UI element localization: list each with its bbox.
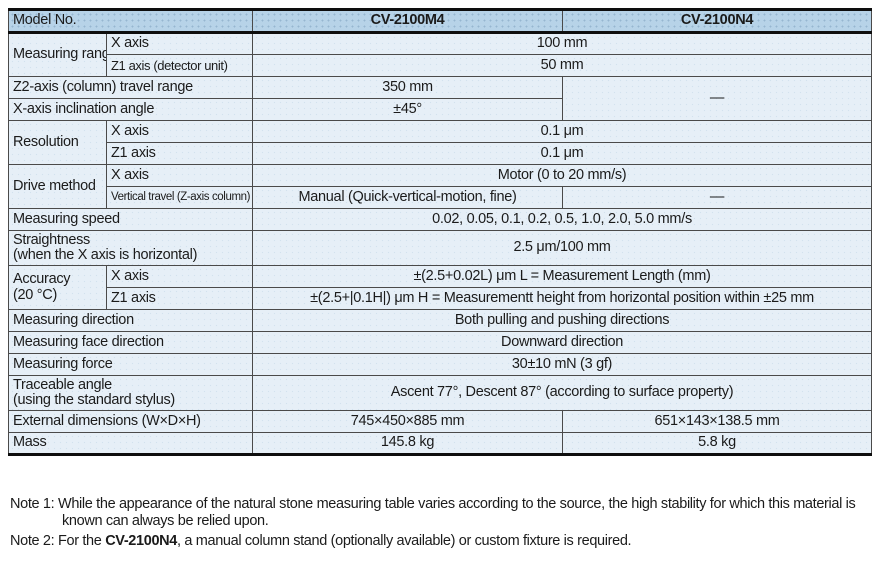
row-accuracy-z1: Z1 axis ±(2.5+|0.1H|) μm H = Measurement… bbox=[9, 287, 873, 310]
row-drive-method-x: Drive method X axis Motor (0 to 20 mm/s) bbox=[8, 164, 873, 209]
traceable-angle-label-line1: Traceable angle bbox=[13, 376, 112, 393]
spec-table: Model No. CV-2100M4 CV-2100N4 Measuring … bbox=[7, 8, 873, 456]
straightness-value: 2.5 μm/100 mm bbox=[252, 230, 873, 266]
resolution-x-sublabel: X axis bbox=[105, 120, 254, 143]
drive-method-vertical-m4-value: Manual (Quick-vertical-motion, fine) bbox=[252, 186, 564, 209]
row-external-dimensions: External dimensions (W×D×H) 745×450×885 … bbox=[7, 410, 873, 433]
accuracy-x-value: ±(2.5+0.02L) μm L = Measurement Length (… bbox=[252, 265, 873, 288]
accuracy-label: Accuracy (20 °C) bbox=[8, 265, 107, 310]
straightness-label-line2: (when the X axis is horizontal) bbox=[13, 247, 198, 263]
row-z2-travel: Z2-axis (column) travel range 350 mm — bbox=[7, 76, 873, 121]
external-dimensions-m4-value: 745×450×885 mm bbox=[252, 410, 564, 433]
row-measuring-range-z1: Z1 axis (detector unit) 50 mm bbox=[9, 54, 873, 77]
drive-method-x-value: Motor (0 to 20 mm/s) bbox=[252, 164, 873, 187]
note-2-text-pre: For the bbox=[58, 533, 102, 550]
row-measuring-direction: Measuring direction Both pulling and pus… bbox=[7, 309, 873, 332]
row-measuring-face-direction: Measuring face direction Downward direct… bbox=[7, 331, 873, 354]
x-inclination-m4-value: ±45° bbox=[252, 98, 564, 121]
accuracy-z1-value: ±(2.5+|0.1H|) μm H = Measurementt height… bbox=[252, 287, 873, 310]
row-mass: Mass 145.8 kg 5.8 kg bbox=[7, 432, 873, 455]
measuring-face-direction-value: Downward direction bbox=[252, 331, 873, 354]
traceable-angle-label-line2: (using the standard stylus) bbox=[13, 392, 175, 408]
z2-travel-n4-value: — bbox=[562, 76, 873, 121]
note-2-text-post: , a manual column stand (optionally avai… bbox=[177, 533, 632, 550]
straightness-label-line1: Straightness bbox=[13, 231, 90, 248]
note-2-model-name: CV-2100N4 bbox=[105, 533, 178, 550]
measuring-speed-value: 0.02, 0.05, 0.1, 0.2, 0.5, 1.0, 2.0, 5.0… bbox=[252, 208, 873, 231]
accuracy-label-line2: (20 °C) bbox=[13, 286, 57, 303]
row-drive-method-vertical: Vertical travel (Z-axis column) Manual (… bbox=[9, 186, 873, 209]
note-2: Note 2: For the CV-2100N4, a manual colu… bbox=[10, 533, 882, 550]
traceable-angle-value: Ascent 77°, Descent 87° (according to su… bbox=[252, 375, 873, 411]
row-straightness: Straightness (when the X axis is horizon… bbox=[7, 230, 873, 266]
note-2-prefix: Note 2: bbox=[10, 533, 55, 550]
resolution-z1-value: 0.1 μm bbox=[252, 142, 873, 165]
z2-travel-label: Z2-axis (column) travel range bbox=[7, 76, 254, 99]
measuring-direction-label: Measuring direction bbox=[7, 309, 254, 332]
measuring-range-z1-sublabel: Z1 axis (detector unit) bbox=[105, 54, 254, 77]
row-accuracy-x: Accuracy (20 °C) X axis ±(2.5+0.02L) μm … bbox=[8, 265, 873, 310]
model-no-header: Model No. bbox=[7, 9, 254, 34]
accuracy-x-sublabel: X axis bbox=[105, 265, 254, 288]
mass-n4-value: 5.8 kg bbox=[562, 432, 873, 455]
measuring-range-label: Measuring range bbox=[8, 32, 107, 77]
row-traceable-angle: Traceable angle (using the standard styl… bbox=[7, 375, 873, 411]
model-n4-header: CV-2100N4 bbox=[562, 9, 873, 34]
measuring-face-direction-label: Measuring face direction bbox=[7, 331, 254, 354]
note-1-text: While the appearance of the natural ston… bbox=[58, 496, 856, 530]
measuring-force-value: 30±10 mN (3 gf) bbox=[252, 353, 873, 376]
x-inclination-label: X-axis inclination angle bbox=[7, 98, 254, 121]
drive-method-vertical-sublabel: Vertical travel (Z-axis column) bbox=[105, 186, 254, 209]
measuring-range-z1-value: 50 mm bbox=[252, 54, 873, 77]
drive-method-x-sublabel: X axis bbox=[105, 164, 254, 187]
mass-m4-value: 145.8 kg bbox=[252, 432, 564, 455]
measuring-range-x-value: 100 mm bbox=[252, 32, 873, 55]
row-measuring-force: Measuring force 30±10 mN (3 gf) bbox=[7, 353, 873, 376]
resolution-label: Resolution bbox=[8, 120, 107, 165]
external-dimensions-n4-value: 651×143×138.5 mm bbox=[562, 410, 873, 433]
resolution-x-value: 0.1 μm bbox=[252, 120, 873, 143]
resolution-z1-sublabel: Z1 axis bbox=[105, 142, 254, 165]
row-measuring-range-x: Measuring range X axis 100 mm bbox=[8, 32, 873, 77]
measuring-force-label: Measuring force bbox=[7, 353, 254, 376]
measuring-direction-value: Both pulling and pushing directions bbox=[252, 309, 873, 332]
measuring-range-x-sublabel: X axis bbox=[105, 32, 254, 55]
accuracy-z1-sublabel: Z1 axis bbox=[105, 287, 254, 310]
row-x-inclination: X-axis inclination angle ±45° bbox=[7, 98, 872, 121]
drive-method-vertical-n4-value: — bbox=[562, 186, 873, 209]
traceable-angle-label: Traceable angle (using the standard styl… bbox=[7, 375, 254, 411]
straightness-label: Straightness (when the X axis is horizon… bbox=[7, 230, 254, 266]
note-1-prefix: Note 1: bbox=[10, 496, 55, 512]
row-resolution-z1: Z1 axis 0.1 μm bbox=[9, 142, 873, 165]
row-resolution-x: Resolution X axis 0.1 μm bbox=[8, 120, 873, 165]
z2-travel-m4-value: 350 mm bbox=[252, 76, 564, 99]
row-measuring-speed: Measuring speed 0.02, 0.05, 0.1, 0.2, 0.… bbox=[7, 208, 873, 231]
mass-label: Mass bbox=[7, 432, 254, 455]
measuring-speed-label: Measuring speed bbox=[7, 208, 254, 231]
drive-method-label: Drive method bbox=[8, 164, 107, 209]
notes-section: Note 1: While the appearance of the natu… bbox=[10, 496, 882, 550]
model-m4-header: CV-2100M4 bbox=[252, 9, 564, 34]
header-row: Model No. CV-2100M4 CV-2100N4 bbox=[7, 9, 873, 34]
note-1: Note 1: While the appearance of the natu… bbox=[10, 496, 882, 530]
external-dimensions-label: External dimensions (W×D×H) bbox=[7, 410, 254, 433]
accuracy-label-line1: Accuracy bbox=[13, 271, 71, 288]
